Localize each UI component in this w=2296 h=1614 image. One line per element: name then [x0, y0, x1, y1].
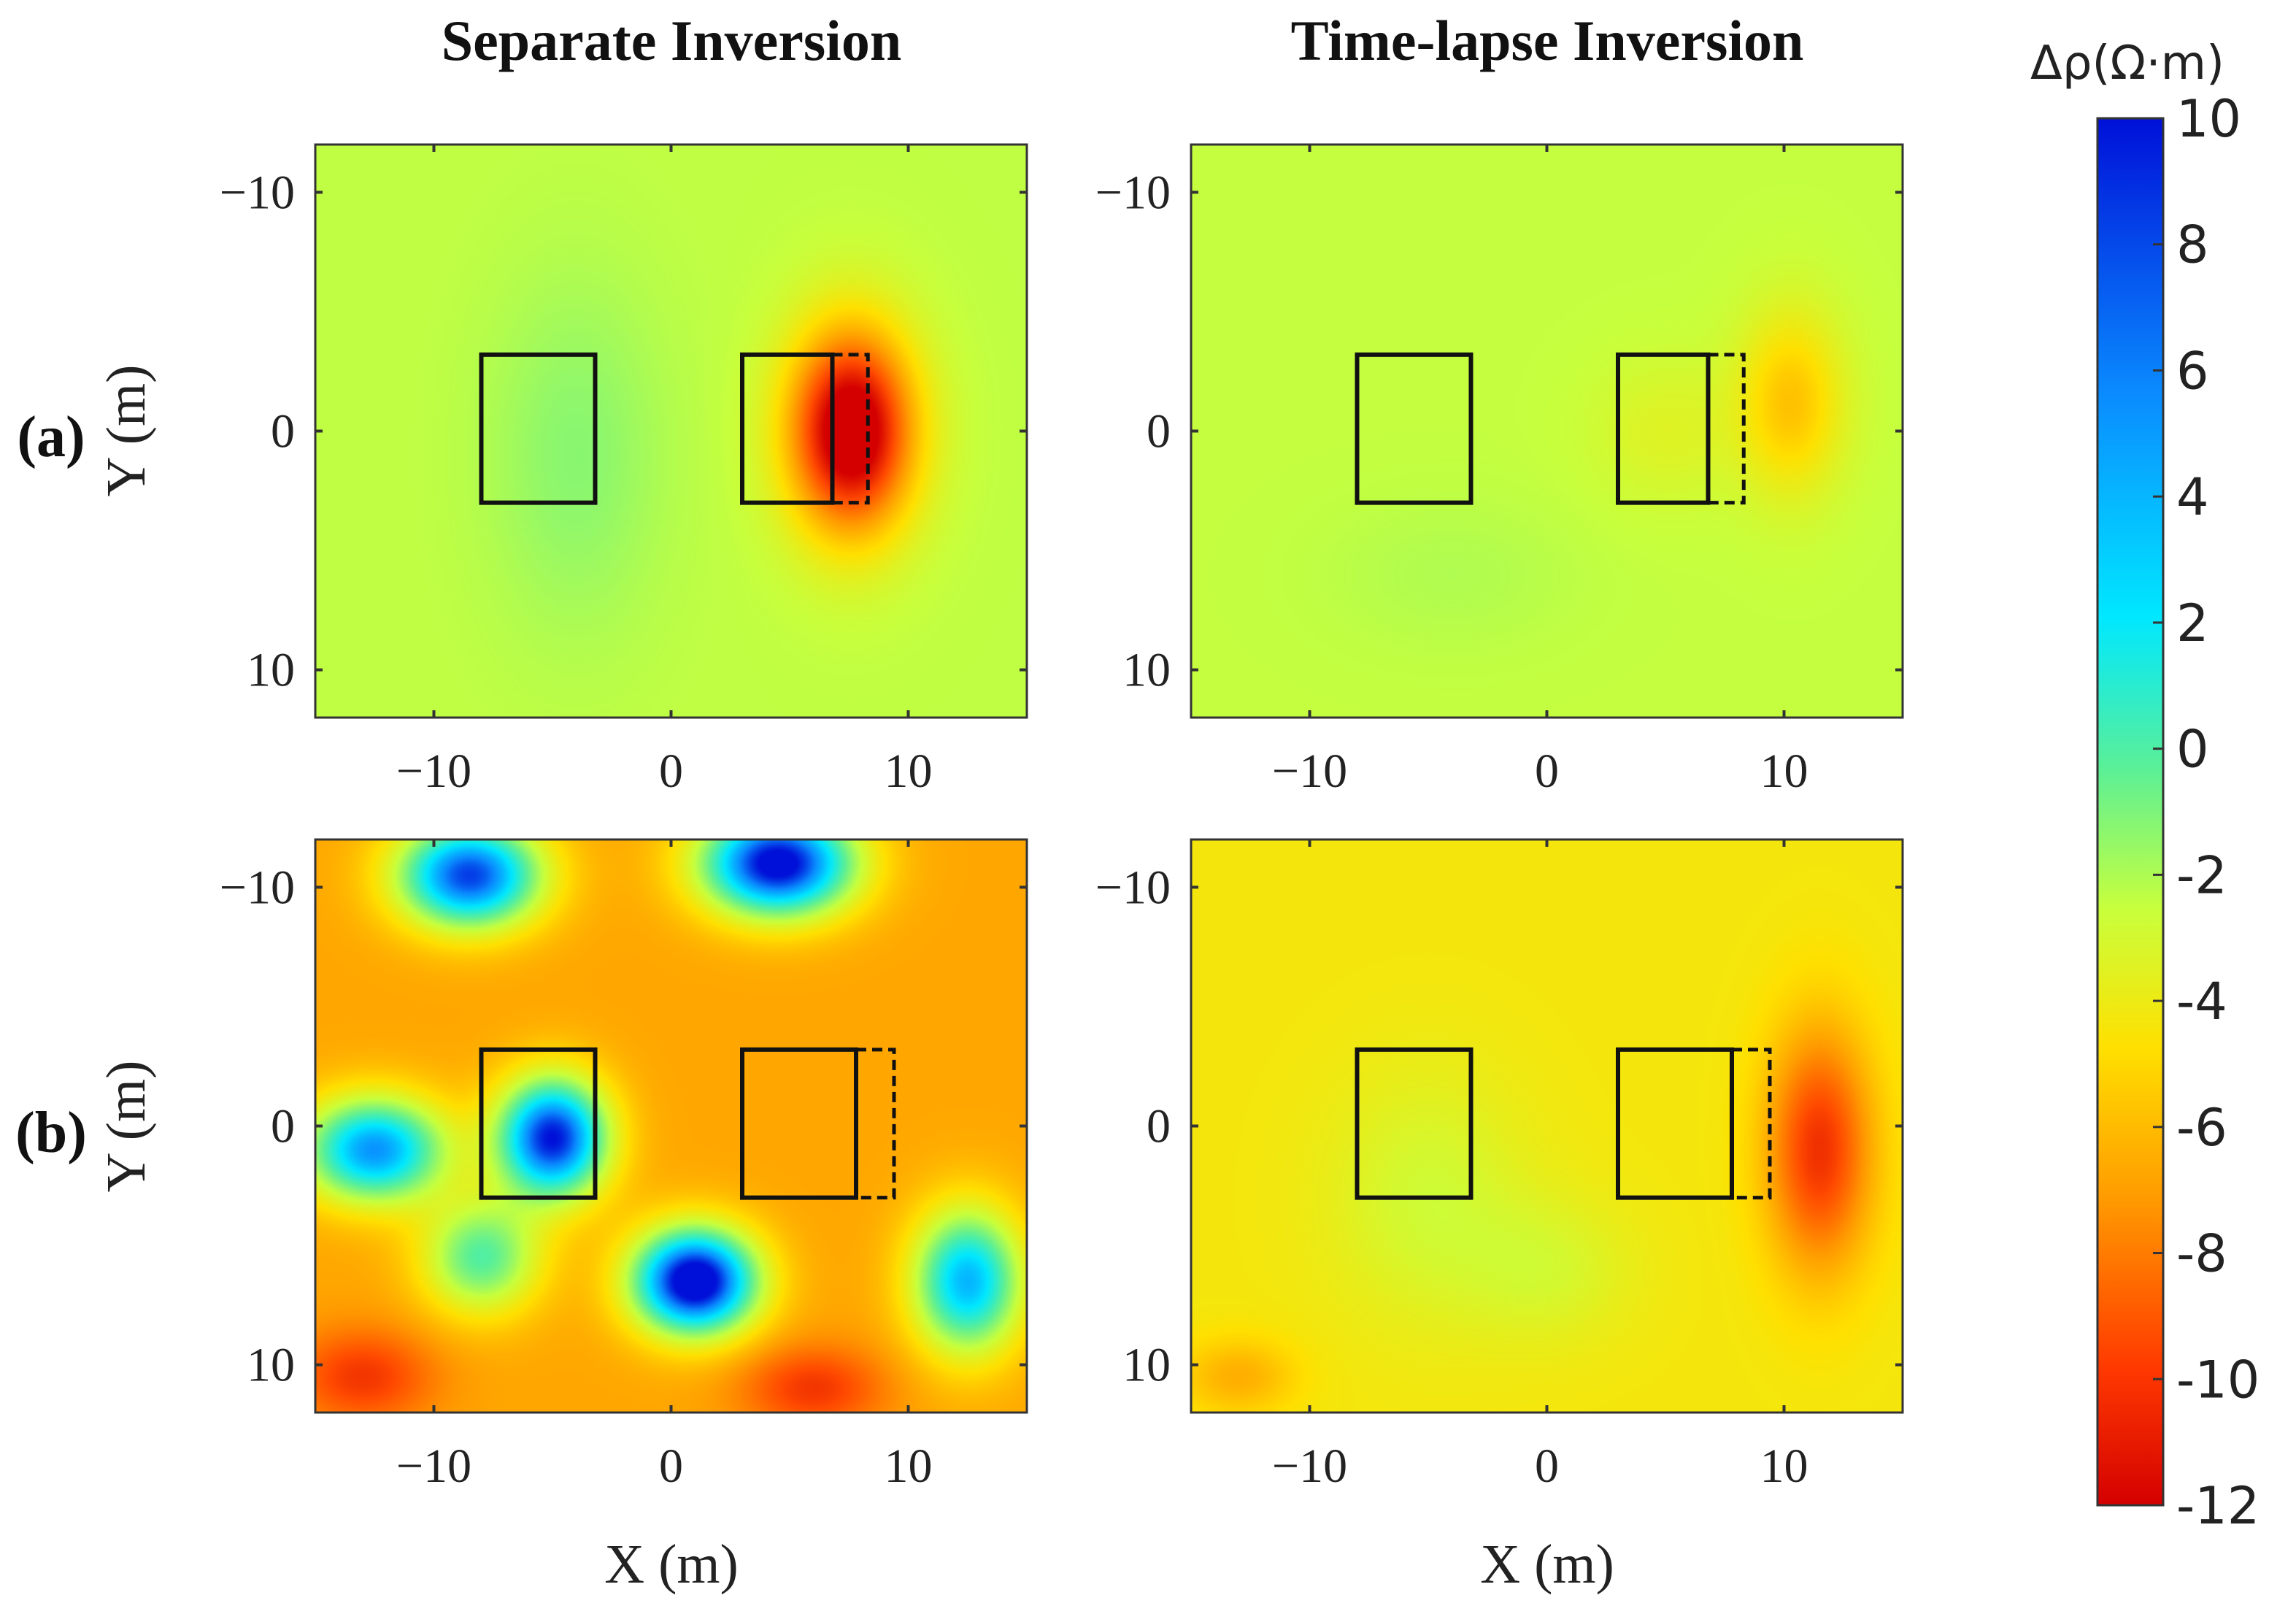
colorbar-tick-label: 2 — [2176, 593, 2209, 653]
y-tick-label: −10 — [1095, 166, 1171, 219]
target-outline — [740, 1047, 858, 1200]
column-title-timelapse: Time-lapse Inversion — [1291, 9, 1804, 72]
y-tick-label: 10 — [247, 1339, 295, 1392]
y-tick-label: 0 — [271, 405, 295, 458]
y-tick-label: 0 — [1147, 1100, 1171, 1153]
y-tick-label: −10 — [1095, 861, 1171, 914]
x-tick-label: 10 — [885, 1440, 933, 1493]
heatmap-image — [315, 839, 1027, 1413]
colorbar-tick-label: 8 — [2176, 215, 2209, 275]
colorbar: Δρ(Ω·m) 10 8 6 4 2 0 -2 -4 -6 -8 -10 -12 — [2030, 36, 2260, 1536]
x-tick-label: 0 — [1535, 745, 1559, 798]
x-tick-label: −10 — [396, 1440, 471, 1493]
colorbar-tick-label: 10 — [2176, 89, 2241, 149]
heatmap-image — [1191, 839, 1903, 1413]
y-axis-label-row-a: Y (m) — [96, 365, 157, 497]
x-tick-label: 10 — [885, 745, 933, 798]
panel-b-separate: −10 0 10 −10 0 10 — [220, 838, 1028, 1493]
colorbar-ticks: 10 8 6 4 2 0 -2 -4 -6 -8 -10 -12 — [2153, 89, 2260, 1536]
dashed-outline — [1708, 353, 1746, 505]
y-axis-label-row-b: Y (m) — [96, 1061, 157, 1193]
heatmap-panels: −10 0 10 −10 0 10 −10 0 10 −10 0 10 −10 0 10 −10 0 10 −10 0… — [220, 143, 1904, 1493]
colorbar-gradient — [2096, 117, 2165, 1507]
y-tick-label: 10 — [1122, 1339, 1171, 1392]
dashed-outline — [832, 353, 870, 505]
colorbar-tick-label: -2 — [2176, 845, 2227, 905]
x-axis-label-separate: X (m) — [604, 1534, 739, 1595]
x-tick-label: −10 — [1272, 745, 1347, 798]
colorbar-tick-label: 0 — [2176, 720, 2209, 780]
panel-a-separate: −10 0 10 −10 0 10 — [220, 143, 1028, 798]
target-outline — [479, 1047, 598, 1200]
panel-b-timelapse: −10 0 10 −10 0 10 — [1095, 838, 1904, 1493]
target-outline — [1616, 352, 1711, 505]
x-tick-label: −10 — [396, 745, 471, 798]
colorbar-title: Δρ(Ω·m) — [2030, 36, 2224, 91]
column-title-separate: Separate Inversion — [442, 9, 901, 72]
colorbar-tick-label: -10 — [2176, 1350, 2260, 1410]
x-tick-label: −10 — [1272, 1440, 1347, 1493]
x-tick-label: 0 — [659, 1440, 683, 1493]
heatmap-image — [315, 145, 1027, 718]
heatmap-image — [1191, 145, 1903, 718]
row-label-b: (b) — [15, 1101, 87, 1165]
target-outline — [1355, 1047, 1473, 1200]
target-outline — [1355, 352, 1473, 505]
dashed-outline — [1732, 1048, 1772, 1200]
target-outline — [479, 352, 598, 505]
x-tick-label: 10 — [1760, 1440, 1808, 1493]
colorbar-tick-label: -8 — [2176, 1224, 2227, 1284]
colorbar-tick-label: 4 — [2176, 467, 2209, 527]
dashed-outline — [856, 1048, 896, 1200]
y-tick-label: 0 — [271, 1100, 295, 1153]
colorbar-tick-label: 6 — [2176, 341, 2209, 401]
x-tick-label: 0 — [1535, 1440, 1559, 1493]
y-tick-label: 10 — [247, 644, 295, 697]
y-tick-label: −10 — [220, 861, 295, 914]
x-axis-label-timelapse: X (m) — [1480, 1534, 1614, 1595]
y-tick-label: 0 — [1147, 405, 1171, 458]
panel-a-timelapse: −10 0 10 −10 0 10 — [1095, 143, 1904, 798]
row-label-a: (a) — [17, 405, 85, 469]
target-outline — [740, 352, 835, 505]
y-tick-label: −10 — [220, 166, 295, 219]
colorbar-tick-label: -12 — [2176, 1476, 2260, 1536]
colorbar-tick-label: -4 — [2176, 972, 2227, 1031]
target-outline — [1616, 1047, 1734, 1200]
x-tick-label: 0 — [659, 745, 683, 798]
x-tick-label: 10 — [1760, 745, 1808, 798]
y-tick-label: 10 — [1122, 644, 1171, 697]
colorbar-tick-label: -6 — [2176, 1098, 2227, 1158]
